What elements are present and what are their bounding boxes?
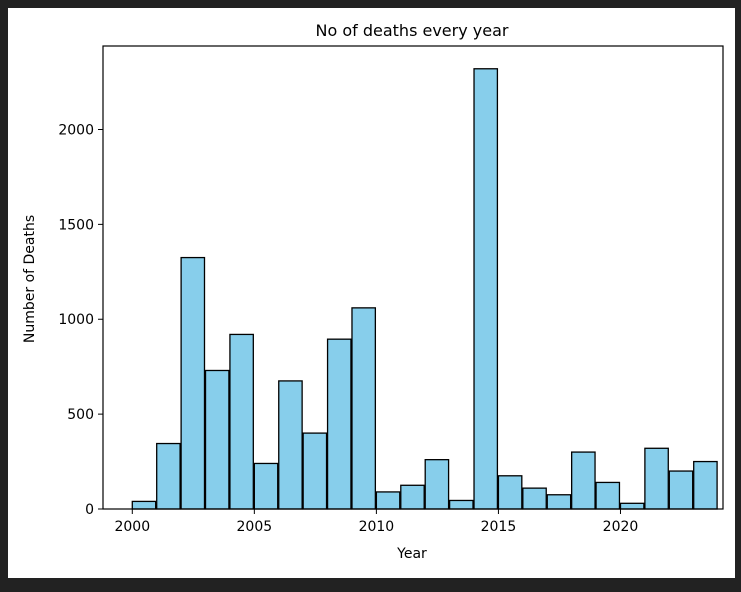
histogram-bar-2009 [351, 307, 377, 510]
histogram-bar-2023 [693, 460, 718, 510]
histogram-bar-2013 [448, 499, 474, 510]
y-tick-label: 2000 [58, 122, 94, 138]
y-tick-label: 500 [67, 407, 94, 423]
histogram-bar-2000 [131, 500, 157, 510]
y-tick-label: 0 [85, 502, 94, 518]
histogram-bar-2002 [180, 256, 206, 510]
x-tick-label: 2005 [237, 519, 273, 535]
histogram-bar-2022 [668, 470, 694, 510]
histogram-bar-2007 [302, 432, 328, 510]
y-axis: 0 500 1000 1500 2000 [58, 122, 103, 518]
histogram-bar-2004 [229, 333, 254, 510]
histogram-bar-2018 [571, 451, 596, 510]
histogram-bar-2001 [156, 442, 181, 510]
x-tick-label: 2000 [114, 519, 150, 535]
y-tick-label: 1000 [58, 312, 94, 328]
bar-group [131, 68, 718, 510]
histogram-bar-2016 [522, 487, 547, 510]
histogram-bar-2005 [253, 462, 279, 510]
x-tick-label: 2015 [481, 519, 517, 535]
histogram-bar-2014 [473, 68, 499, 510]
histogram-bar-2015 [497, 475, 523, 510]
chart-figure: No of deaths every year Year Number of D… [8, 8, 735, 578]
histogram-bar-2021 [644, 447, 669, 510]
x-tick-label: 2010 [359, 519, 395, 535]
histogram-bar-2010 [375, 491, 401, 510]
histogram-bar-2008 [326, 338, 352, 510]
plot-area [102, 45, 724, 510]
x-axis-label: Year [396, 546, 427, 562]
histogram-bar-2006 [278, 380, 303, 510]
histogram-bar-2011 [400, 484, 425, 510]
histogram-bar-2020 [619, 502, 645, 510]
y-axis-label: Number of Deaths [22, 215, 38, 343]
histogram-bar-2017 [546, 494, 572, 510]
histogram-bar-2019 [595, 481, 621, 510]
x-axis: 2000 2005 2010 2015 2020 [114, 509, 638, 535]
histogram-bar-2003 [204, 369, 230, 510]
x-tick-label: 2020 [603, 519, 639, 535]
histogram-bar-2012 [424, 459, 450, 510]
chart-title: No of deaths every year [316, 21, 509, 40]
histogram-chart: No of deaths every year Year Number of D… [22, 21, 724, 562]
y-tick-label: 1500 [58, 217, 94, 233]
